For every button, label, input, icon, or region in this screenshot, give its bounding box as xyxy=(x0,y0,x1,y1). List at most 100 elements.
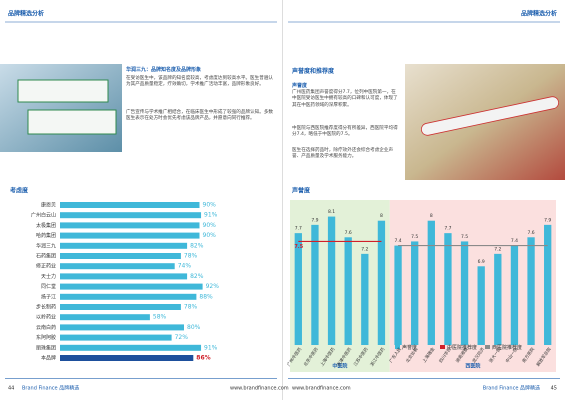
page-number: 44 xyxy=(8,386,14,392)
bar xyxy=(294,233,302,345)
category-label: 广州白云山 xyxy=(31,212,56,219)
value-label: 7.2 xyxy=(494,246,501,252)
value-label: 91% xyxy=(204,344,218,351)
footer-pub: Brand Finance 品牌精选 xyxy=(22,385,79,392)
value-label: 90% xyxy=(203,222,217,229)
value-label: 7.9 xyxy=(311,217,318,223)
value-label: 7.5 xyxy=(411,234,418,240)
value-label: 8.1 xyxy=(328,209,335,215)
bar xyxy=(60,212,202,219)
category-label: 修正药业 xyxy=(36,263,56,270)
bar xyxy=(60,232,200,239)
bar xyxy=(60,222,200,229)
bar xyxy=(494,253,502,345)
category-label: 哈药集团 xyxy=(36,232,56,239)
bar xyxy=(444,233,452,345)
category-label: 康恩贝 xyxy=(41,202,56,209)
bar xyxy=(60,253,181,259)
bar xyxy=(427,220,435,345)
value-label: 7.2 xyxy=(361,246,368,252)
value-label: 92% xyxy=(206,283,220,290)
category-label: 华润三九 xyxy=(36,242,56,249)
value-label: 58% xyxy=(153,314,167,321)
value-label: 91% xyxy=(204,212,218,219)
paragraph: 广州医药集团声誉度得分7.7，位列中医院第一，在中医院受访医生中拥有较高的口碑和… xyxy=(292,90,398,108)
value-label: 74% xyxy=(178,263,192,270)
bar xyxy=(327,216,336,345)
bar xyxy=(544,224,552,345)
value-label: 80% xyxy=(187,324,201,331)
value-label: 88% xyxy=(199,293,213,300)
paragraph: 在受访医生中，该品牌的知名度较高，考虑度达到较高水平。医生普遍认为其产品质量稳定… xyxy=(126,76,274,88)
legend-label: 西医院推荐度 xyxy=(492,344,522,351)
value-label: 86% xyxy=(196,355,210,362)
value-label: 90% xyxy=(203,202,217,209)
bar xyxy=(460,241,469,345)
paragraph: 医生在选择药品时，除疗效外还会综合考虑企业声誉、产品质量及学术服务能力。 xyxy=(292,148,394,160)
footer-url: www.brandfinance.com xyxy=(292,386,351,392)
legend-swatch xyxy=(440,345,445,349)
bar xyxy=(60,263,175,270)
chart-title: 声誉度 xyxy=(291,187,311,195)
footer-pub: Brand Finance 品牌精选 xyxy=(483,385,540,392)
category-label: 扬子江 xyxy=(41,293,56,300)
line-label: 7.5 xyxy=(294,244,303,250)
value-label: 7.4 xyxy=(394,238,401,244)
value-label: 8 xyxy=(380,213,383,219)
value-label: 7.7 xyxy=(295,226,302,232)
category-label: 本品牌 xyxy=(41,355,56,362)
subtitle: 声誉度 xyxy=(292,83,308,89)
category-label: 太极集团 xyxy=(36,222,56,229)
bar xyxy=(60,202,200,208)
bar xyxy=(60,242,188,249)
value-label: 7.4 xyxy=(511,238,518,244)
value-label: 7.5 xyxy=(461,234,468,240)
bar xyxy=(477,266,485,345)
value-label: 90% xyxy=(203,232,217,239)
section-title: 声誉度和推荐度 xyxy=(292,68,335,75)
value-label: 82% xyxy=(190,273,204,280)
category-label: 东阿阿胶 xyxy=(36,334,56,341)
value-label: 7.7 xyxy=(444,226,451,232)
bar xyxy=(60,355,194,361)
rule xyxy=(5,378,277,379)
bar xyxy=(510,245,519,345)
bar xyxy=(311,224,319,345)
category-label: 天士力 xyxy=(41,273,56,280)
legend-swatch xyxy=(395,345,400,349)
value-label: 7.9 xyxy=(544,217,551,223)
value-label: 82% xyxy=(190,242,204,249)
category-label: 同仁堂 xyxy=(41,283,56,290)
category-label: 步长制药 xyxy=(36,304,56,311)
value-label: 8 xyxy=(430,213,433,219)
bar xyxy=(60,293,197,300)
legend-label: 声誉度 xyxy=(402,344,417,351)
bar xyxy=(60,314,150,321)
bar xyxy=(60,334,172,341)
photo-thermometer xyxy=(420,96,560,136)
region-label: 中医院 xyxy=(332,363,347,370)
photo-box xyxy=(27,109,117,135)
value-label: 7.6 xyxy=(345,230,352,236)
category-label: 云南白药 xyxy=(36,324,56,331)
value-label: 78% xyxy=(184,304,198,311)
value-label: 7.6 xyxy=(527,230,534,236)
category-label: 石药集团 xyxy=(36,253,56,260)
bar xyxy=(60,344,202,351)
bar xyxy=(411,241,419,345)
bar xyxy=(60,273,188,280)
header: 品牌精选分析 xyxy=(8,10,44,18)
page-number: 45 xyxy=(551,386,557,392)
value-label: 78% xyxy=(184,253,198,260)
bar xyxy=(344,237,352,345)
bar xyxy=(60,304,181,310)
bar xyxy=(394,245,402,345)
rule xyxy=(288,378,560,379)
paragraph: 中医院与西医院推荐度得分有所差异，西医院平均得分7.4，略低于中医院的7.5。 xyxy=(292,126,398,138)
value-label: 72% xyxy=(175,334,189,341)
bar xyxy=(377,220,386,345)
photo xyxy=(0,64,122,152)
bar xyxy=(60,283,203,290)
bar xyxy=(361,253,369,345)
